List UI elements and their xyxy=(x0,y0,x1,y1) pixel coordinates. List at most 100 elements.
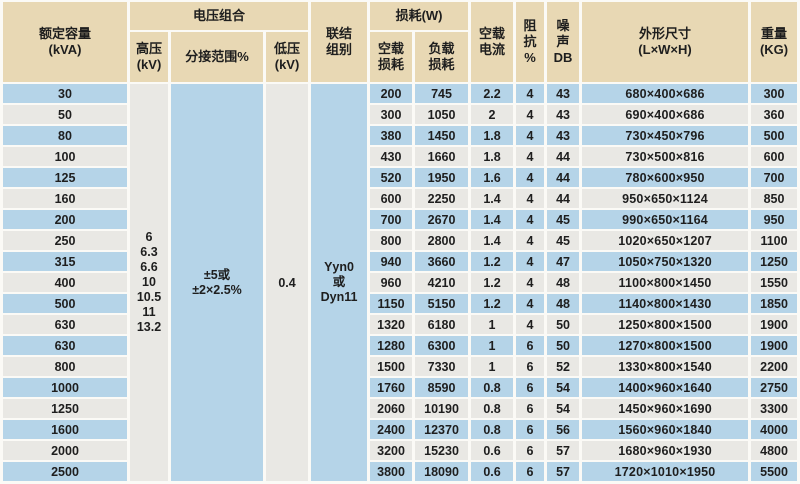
header-line: 声 xyxy=(556,34,570,50)
cell-load-loss: 4210 xyxy=(415,273,469,292)
cell-dimensions: 680×400×686 xyxy=(582,84,749,103)
cell-no-load-current: 1 xyxy=(471,336,514,355)
cell-kva: 80 xyxy=(3,126,127,145)
hv-value: 6 xyxy=(145,230,153,244)
cell-dimensions: 780×600×950 xyxy=(582,168,749,187)
header-line: % xyxy=(524,49,536,65)
col-header-lv: 低压 (kV) xyxy=(266,32,309,82)
cell-no-load-loss: 520 xyxy=(370,168,413,187)
col-header-impedance: 阻 抗 % xyxy=(516,2,545,82)
hv-value: 10 xyxy=(142,275,156,289)
cell-no-load-current: 0.8 xyxy=(471,399,514,418)
cell-no-load-loss: 600 xyxy=(370,189,413,208)
cell-impedance: 6 xyxy=(516,399,545,418)
cell-kva: 160 xyxy=(3,189,127,208)
connection-line: Dyn11 xyxy=(320,290,358,304)
col-header-hv: 高压 (kV) xyxy=(130,32,168,82)
cell-impedance: 6 xyxy=(516,441,545,460)
header-line: (kVA) xyxy=(48,42,82,57)
cell-weight: 850 xyxy=(751,189,798,208)
hv-value: 6.6 xyxy=(140,260,158,274)
cell-dimensions: 690×400×686 xyxy=(582,105,749,124)
cell-weight: 1900 xyxy=(751,315,798,334)
cell-noise: 44 xyxy=(547,189,580,208)
cell-noise: 43 xyxy=(547,126,580,145)
cell-weight: 2200 xyxy=(751,357,798,376)
cell-kva: 2500 xyxy=(3,462,127,481)
col-header-connection-group: 联结 组别 xyxy=(311,2,368,82)
cell-noise: 48 xyxy=(547,273,580,292)
cell-kva: 2000 xyxy=(3,441,127,460)
cell-noise: 43 xyxy=(547,105,580,124)
cell-load-loss: 2670 xyxy=(415,210,469,229)
cell-weight: 4000 xyxy=(751,420,798,439)
cell-load-loss: 5150 xyxy=(415,294,469,313)
cell-impedance: 4 xyxy=(516,252,545,271)
cell-impedance: 4 xyxy=(516,84,545,103)
header-line: 抗 xyxy=(523,34,537,50)
cell-no-load-current: 1.6 xyxy=(471,168,514,187)
cell-load-loss: 10190 xyxy=(415,399,469,418)
cell-impedance: 6 xyxy=(516,378,545,397)
cell-noise: 57 xyxy=(547,441,580,460)
header-line: 重量 xyxy=(761,26,788,42)
cell-no-load-loss: 960 xyxy=(370,273,413,292)
table-row: 30 6 6.3 6.6 10 10.5 11 13.2 ±5或 ±2×2.5%… xyxy=(3,84,798,481)
cell-dimensions: 1330×800×1540 xyxy=(582,357,749,376)
cell-load-loss: 6300 xyxy=(415,336,469,355)
table-row: 400 960 4210 1.2 4 48 1100×800×1450 1550 xyxy=(3,273,798,292)
table-row: 160 600 2250 1.4 4 44 950×650×1124 850 xyxy=(3,189,798,208)
cell-kva: 500 xyxy=(3,294,127,313)
cell-weight: 600 xyxy=(751,147,798,166)
cell-no-load-loss: 1760 xyxy=(370,378,413,397)
cell-kva: 30 xyxy=(3,84,127,103)
header-line: 高压 xyxy=(135,41,162,57)
cell-weight: 950 xyxy=(751,210,798,229)
cell-dimensions: 730×450×796 xyxy=(582,126,749,145)
cell-no-load-current: 0.8 xyxy=(471,420,514,439)
header-line: (kV) xyxy=(274,57,300,72)
cell-no-load-current: 1.8 xyxy=(471,126,514,145)
cell-no-load-loss: 1280 xyxy=(370,336,413,355)
header-line: 外形尺寸 xyxy=(639,26,692,42)
cell-no-load-loss: 800 xyxy=(370,231,413,250)
cell-no-load-loss: 940 xyxy=(370,252,413,271)
cell-kva: 200 xyxy=(3,210,127,229)
cell-no-load-loss: 1150 xyxy=(370,294,413,313)
cell-impedance: 4 xyxy=(516,189,545,208)
cell-impedance: 4 xyxy=(516,315,545,334)
cell-load-loss: 3660 xyxy=(415,252,469,271)
table-row: 1250 2060 10190 0.8 6 54 1450×960×1690 3… xyxy=(3,399,798,418)
header-line: 空载 xyxy=(378,41,405,57)
cell-weight: 500 xyxy=(751,126,798,145)
col-header-noise: 噪 声 DB xyxy=(547,2,580,82)
cell-no-load-current: 1.4 xyxy=(471,189,514,208)
cell-no-load-loss: 700 xyxy=(370,210,413,229)
cell-noise: 57 xyxy=(547,462,580,481)
cell-load-loss: 15230 xyxy=(415,441,469,460)
cell-noise: 44 xyxy=(547,168,580,187)
cell-weight: 1850 xyxy=(751,294,798,313)
cell-load-loss: 8590 xyxy=(415,378,469,397)
cell-load-loss: 1660 xyxy=(415,147,469,166)
cell-load-loss: 2250 xyxy=(415,189,469,208)
cell-kva: 1250 xyxy=(3,399,127,418)
cell-dimensions: 1720×1010×1950 xyxy=(582,462,749,481)
cell-impedance: 6 xyxy=(516,462,545,481)
col-header-no-load-current: 空载 电流 xyxy=(471,2,514,82)
cell-dimensions: 730×500×816 xyxy=(582,147,749,166)
col-header-voltage-combination: 电压组合 xyxy=(130,2,309,30)
cell-weight: 1250 xyxy=(751,252,798,271)
cell-no-load-current: 1.2 xyxy=(471,252,514,271)
cell-no-load-loss: 3200 xyxy=(370,441,413,460)
cell-noise: 52 xyxy=(547,357,580,376)
cell-weight: 1900 xyxy=(751,336,798,355)
cell-weight: 700 xyxy=(751,168,798,187)
cell-dimensions: 1400×960×1640 xyxy=(582,378,749,397)
cell-noise: 48 xyxy=(547,294,580,313)
cell-no-load-current: 0.6 xyxy=(471,441,514,460)
cell-noise: 44 xyxy=(547,147,580,166)
hv-value: 10.5 xyxy=(136,290,162,304)
